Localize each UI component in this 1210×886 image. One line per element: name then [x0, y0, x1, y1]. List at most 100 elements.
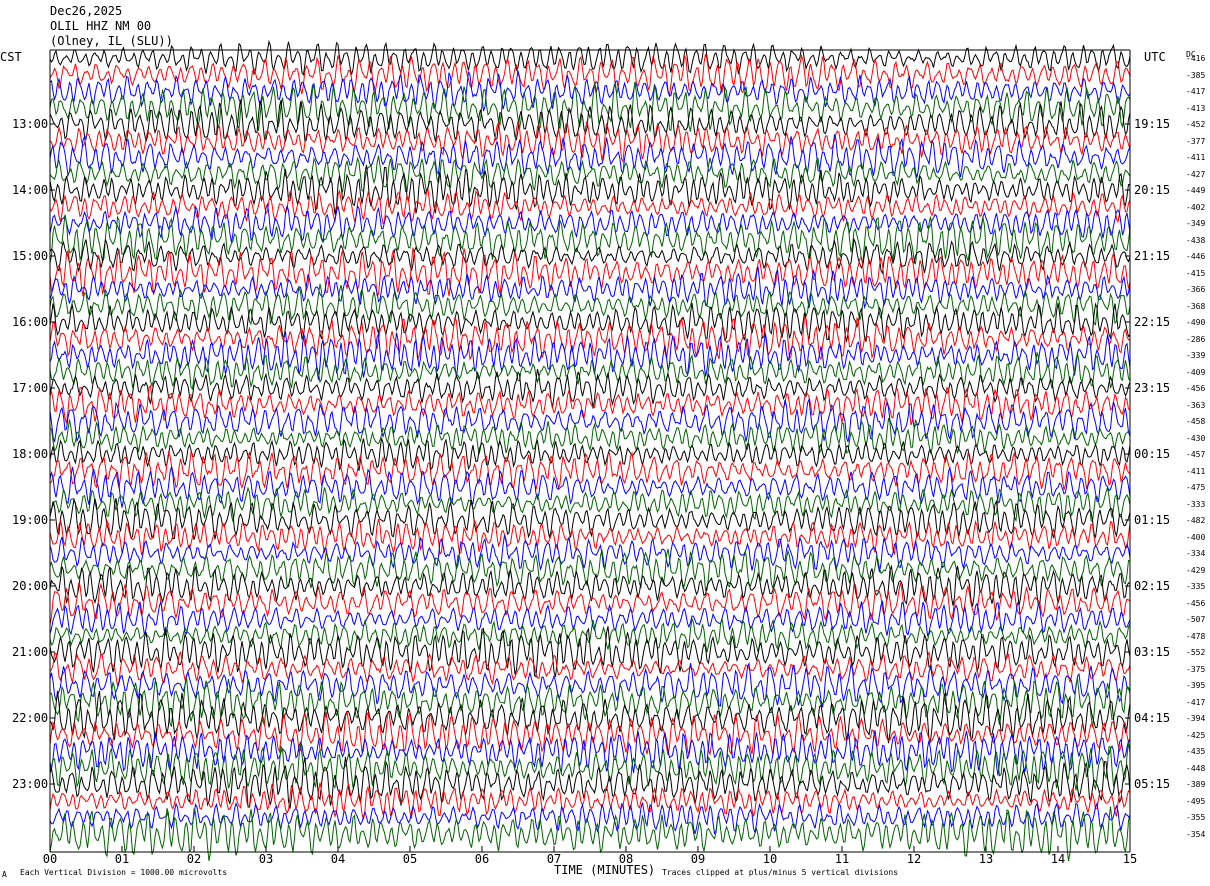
x-tick-label: 04 [330, 852, 346, 866]
trace-row-44 [49, 742, 1131, 791]
trace-row-14 [49, 247, 1131, 297]
right-hour-label: 23:15 [1134, 381, 1171, 395]
left-hour-label: 23:00 [12, 777, 49, 791]
trace-row-27 [49, 466, 1131, 508]
location-label: (Olney, IL (SLU)) [50, 34, 173, 48]
left-timezone-label: CST [0, 50, 22, 64]
trace-row-13 [49, 237, 1131, 275]
dc-offset-label: -452 [1186, 120, 1206, 129]
dc-offset-label: -495 [1186, 796, 1206, 806]
x-tick-label: 10 [762, 852, 778, 866]
trace-row-38 [49, 650, 1131, 687]
left-hour-label: 18:00 [12, 447, 49, 461]
dc-offset-label: -446 [1186, 252, 1206, 261]
right-timezone-label: UTC [1144, 50, 1166, 64]
dc-offset-label: -334 [1186, 549, 1206, 558]
dc-offset-label: -430 [1186, 433, 1206, 443]
dc-offset-label: -394 [1186, 714, 1206, 723]
dc-offset-label: -552 [1186, 648, 1206, 657]
dc-offset-label: -435 [1186, 747, 1206, 756]
date-label: Dec26,2025 [50, 4, 123, 18]
left-hour-label: 21:00 [12, 645, 49, 659]
dc-offset-label: -456 [1186, 598, 1206, 608]
station-label: OLIL HHZ NM 00 [50, 19, 152, 33]
right-hour-label: 20:15 [1134, 183, 1171, 197]
trace-row-4 [49, 81, 1131, 132]
left-hour-label: 17:00 [12, 381, 49, 395]
dc-offset-label: -411 [1186, 466, 1206, 476]
vertical-division-note: Each Vertical Division = 1000.00 microvo… [20, 868, 228, 877]
trace-row-48 [49, 806, 1131, 862]
trace-row-16 [49, 283, 1131, 326]
trace-row-28 [49, 486, 1131, 523]
trace-row-15 [49, 266, 1131, 310]
trace-row-32 [49, 548, 1131, 591]
trace-row-12 [49, 214, 1131, 265]
dc-offset-label: -425 [1186, 730, 1206, 740]
trace-row-17 [49, 302, 1131, 343]
trace-row-29 [49, 497, 1131, 540]
x-tick-label: 00 [42, 852, 58, 866]
trace-row-45 [49, 756, 1131, 809]
dc-offset-label: -402 [1186, 202, 1206, 212]
trace-row-46 [49, 782, 1131, 820]
dc-offset-label: -333 [1186, 499, 1206, 509]
dc-offset-label: -478 [1186, 631, 1206, 641]
right-hour-label: 04:15 [1134, 711, 1171, 725]
trace-row-21 [49, 368, 1131, 409]
trace-row-24 [49, 417, 1131, 455]
trace-row-10 [49, 187, 1131, 225]
dc-offset-label: -354 [1186, 829, 1206, 839]
trace-row-18 [49, 316, 1131, 361]
trace-row-31 [49, 534, 1131, 573]
trace-row-33 [49, 564, 1131, 607]
trace-row-11 [49, 202, 1131, 243]
dc-offset-label: -458 [1186, 417, 1206, 426]
dc-heading: DC [1186, 50, 1196, 59]
right-hour-label: 02:15 [1134, 579, 1171, 593]
dc-offset-label: -416 [1186, 54, 1206, 63]
x-tick-label: 05 [402, 852, 418, 866]
trace-row-30 [49, 517, 1131, 556]
dc-offset-label: -457 [1186, 450, 1206, 459]
dc-offset-label: -490 [1186, 318, 1206, 327]
trace-row-42 [49, 711, 1131, 757]
dc-offset-label: -368 [1186, 301, 1206, 311]
x-tick-label: 07 [546, 852, 562, 866]
trace-row-34 [49, 582, 1131, 625]
dc-offset-label: -385 [1186, 70, 1206, 80]
dc-offset-label: -411 [1186, 153, 1206, 162]
right-hour-label: 21:15 [1134, 249, 1171, 263]
dc-offset-label: -456 [1186, 384, 1206, 393]
trace-row-7 [49, 134, 1131, 178]
x-tick-label: 02 [186, 852, 202, 866]
dc-offset-label: -417 [1186, 697, 1206, 707]
left-hour-label: 20:00 [12, 579, 49, 593]
trace-row-35 [49, 599, 1131, 638]
left-hour-label: 22:00 [12, 711, 49, 725]
trace-row-36 [49, 617, 1131, 653]
trace-row-20 [49, 352, 1131, 391]
x-tick-label: 11 [834, 852, 850, 866]
left-hour-label: 19:00 [12, 513, 49, 527]
dc-offset-label: -448 [1186, 763, 1206, 773]
dc-offset-label: -395 [1186, 681, 1206, 690]
dc-offset-label: -482 [1186, 516, 1206, 525]
left-hour-label: 13:00 [12, 117, 49, 131]
dc-offset-label: -415 [1186, 268, 1206, 278]
right-hour-label: 03:15 [1134, 645, 1171, 659]
dc-offset-label: -389 [1186, 780, 1206, 789]
x-tick-label: 03 [258, 852, 274, 866]
trace-row-37 [49, 626, 1131, 678]
trace-row-6 [49, 120, 1131, 164]
trace-row-8 [49, 155, 1131, 195]
x-tick-label: 12 [906, 852, 922, 866]
trace-row-40 [49, 677, 1131, 728]
right-hour-label: 01:15 [1134, 513, 1171, 527]
dc-offset-label: -427 [1186, 169, 1206, 179]
x-tick-label: 15 [1122, 852, 1138, 866]
dc-offset-label: -438 [1186, 235, 1206, 245]
dc-offset-label: -449 [1186, 186, 1206, 195]
x-tick-label: 13 [978, 852, 994, 866]
x-tick-label: 09 [690, 852, 706, 866]
